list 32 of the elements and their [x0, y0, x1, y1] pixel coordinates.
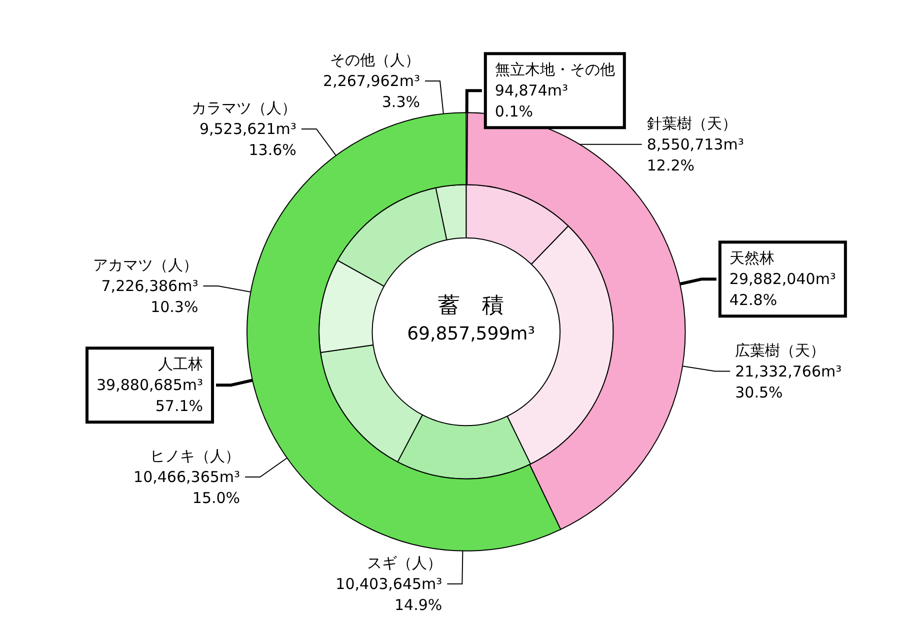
- data-label: 30.5%: [735, 383, 783, 402]
- text: 7,226,386m³: [101, 277, 198, 296]
- text: 2,267,962m³: [323, 72, 420, 90]
- slice-label: ヒノキ（人）: [150, 447, 240, 465]
- data-label: 0.1%: [494, 102, 534, 121]
- slice-label: 天然林: [729, 249, 774, 268]
- text: 39,880,685m³: [96, 376, 204, 394]
- slice-label: スギ（人）: [367, 554, 442, 572]
- text: 29,882,040m³: [729, 270, 836, 288]
- slice-label: その他（人）: [330, 51, 420, 70]
- text: 10,466,365m³: [134, 468, 240, 486]
- text: 8,550,713m³: [646, 135, 744, 154]
- data-label: 42.8%: [729, 291, 778, 310]
- slice-label: アカマツ（人）: [93, 256, 198, 274]
- data-label: 3.3%: [382, 93, 420, 112]
- slice-label: 広葉樹（天）: [735, 341, 826, 360]
- text: 蓄 積: [438, 294, 504, 318]
- data-label: 13.6%: [248, 140, 296, 159]
- slice-label: 無立木地・その他: [494, 60, 615, 79]
- data-label: 14.9%: [394, 596, 442, 614]
- data-label: 12.2%: [646, 156, 695, 174]
- slice-label: 人工林: [158, 355, 204, 374]
- slice-label: カラマツ（人）: [191, 98, 296, 117]
- text: 94,874m³: [494, 82, 568, 100]
- text: 9,523,621m³: [199, 120, 296, 138]
- slice-label: 針葉樹（天）: [646, 114, 737, 132]
- text: 69,857,599m³: [407, 324, 535, 344]
- data-label: 15.0%: [192, 489, 240, 507]
- data-label: 10.3%: [150, 298, 198, 316]
- text: 21,332,766m³: [735, 362, 842, 380]
- data-label: 57.1%: [155, 397, 204, 416]
- text: 10,403,645m³: [336, 574, 442, 593]
